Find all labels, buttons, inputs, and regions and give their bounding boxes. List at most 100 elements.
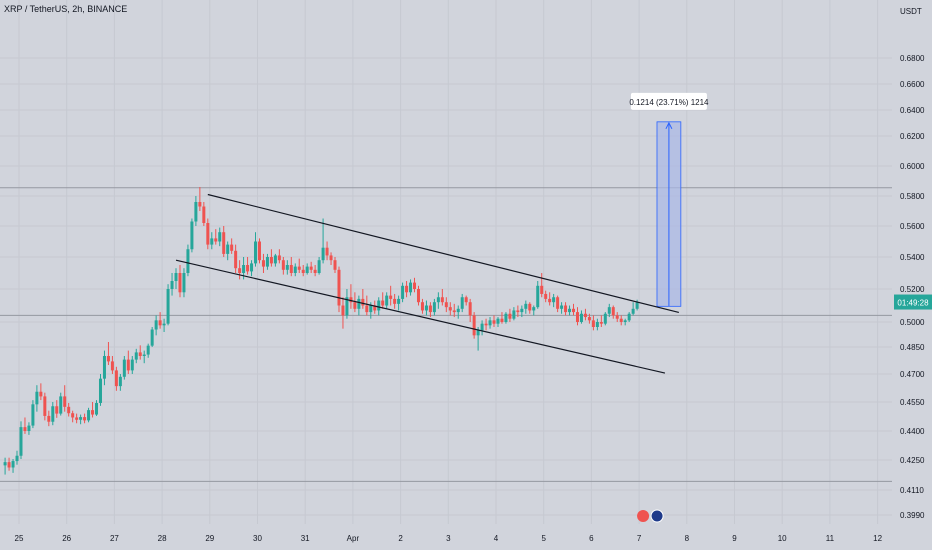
candle-body[interactable] <box>210 238 214 245</box>
candle-body[interactable] <box>496 318 500 324</box>
candle-body[interactable] <box>277 255 281 261</box>
candle-body[interactable] <box>47 415 51 422</box>
candle-body[interactable] <box>548 298 552 303</box>
candle-body[interactable] <box>611 307 615 316</box>
candle-body[interactable] <box>226 244 230 254</box>
candle-body[interactable] <box>234 250 238 269</box>
candle-body[interactable] <box>154 320 158 330</box>
candle-body[interactable] <box>19 427 23 456</box>
candle-body[interactable] <box>333 260 337 270</box>
candle-body[interactable] <box>254 241 258 264</box>
candle-body[interactable] <box>130 359 134 371</box>
event-alert-icon[interactable] <box>637 510 650 522</box>
candle-body[interactable] <box>174 273 178 281</box>
candle-body[interactable] <box>389 295 393 299</box>
candle-body[interactable] <box>67 406 71 414</box>
candle-body[interactable] <box>297 266 301 270</box>
candle-body[interactable] <box>162 323 166 326</box>
candle-body[interactable] <box>31 404 35 426</box>
candle-body[interactable] <box>126 359 130 371</box>
candle-body[interactable] <box>607 307 611 314</box>
candle-body[interactable] <box>257 241 261 261</box>
candle-body[interactable] <box>11 461 15 468</box>
candle-body[interactable] <box>206 223 210 245</box>
candle-body[interactable] <box>353 302 357 309</box>
candle-body[interactable] <box>468 302 472 316</box>
candle-body[interactable] <box>43 396 47 416</box>
candle-body[interactable] <box>158 320 162 326</box>
candle-body[interactable] <box>102 356 106 379</box>
candle-body[interactable] <box>27 425 31 431</box>
candle-body[interactable] <box>619 318 623 322</box>
candle-body[interactable] <box>178 273 182 293</box>
candle-body[interactable] <box>242 265 246 273</box>
candle-body[interactable] <box>572 308 576 313</box>
candle-body[interactable] <box>83 417 87 421</box>
us-event-flag-icon[interactable] <box>650 509 664 523</box>
candle-body[interactable] <box>222 232 226 254</box>
channel-upper-trendline[interactable] <box>207 193 679 314</box>
candle-body[interactable] <box>369 305 373 313</box>
candle-body[interactable] <box>587 317 591 321</box>
candle-body[interactable] <box>635 302 639 309</box>
candle-body[interactable] <box>520 308 524 313</box>
candle-body[interactable] <box>492 320 496 324</box>
candle-body[interactable] <box>413 282 417 289</box>
candle-body[interactable] <box>409 282 413 293</box>
candle-body[interactable] <box>118 376 122 387</box>
candle-body[interactable] <box>436 297 440 303</box>
candle-body[interactable] <box>55 406 59 414</box>
candle-body[interactable] <box>301 269 305 273</box>
candle-body[interactable] <box>524 303 528 309</box>
candle-body[interactable] <box>448 307 452 311</box>
candle-body[interactable] <box>261 260 265 267</box>
candle-body[interactable] <box>397 298 401 304</box>
candle-body[interactable] <box>194 202 198 222</box>
candle-body[interactable] <box>98 378 102 403</box>
candle-body[interactable] <box>246 265 250 272</box>
candle-body[interactable] <box>110 361 114 371</box>
candle-body[interactable] <box>214 238 218 242</box>
candle-body[interactable] <box>420 302 424 311</box>
candle-body[interactable] <box>568 308 572 313</box>
candle-body[interactable] <box>289 265 293 273</box>
candle-body[interactable] <box>452 310 456 313</box>
channel-lower-trendline[interactable] <box>175 259 666 374</box>
candle-body[interactable] <box>122 359 126 377</box>
candle-body[interactable] <box>218 232 222 242</box>
candle-body[interactable] <box>273 255 277 264</box>
candle-body[interactable] <box>357 298 361 309</box>
candle-body[interactable] <box>472 315 476 336</box>
candle-body[interactable] <box>150 329 154 346</box>
candle-body[interactable] <box>35 391 39 405</box>
candle-body[interactable] <box>281 260 285 270</box>
candle-body[interactable] <box>579 313 583 322</box>
candle-body[interactable] <box>552 297 556 303</box>
candle-body[interactable] <box>615 315 619 319</box>
candle-body[interactable] <box>313 269 317 273</box>
candle-body[interactable] <box>250 263 254 272</box>
candle-body[interactable] <box>87 410 91 421</box>
candle-body[interactable] <box>532 307 536 311</box>
candle-body[interactable] <box>51 406 55 422</box>
candle-body[interactable] <box>170 281 174 289</box>
candle-body[interactable] <box>536 285 540 308</box>
candle-body[interactable] <box>480 323 484 331</box>
candle-body[interactable] <box>75 417 79 420</box>
candle-body[interactable] <box>79 417 83 420</box>
candle-body[interactable] <box>416 289 420 303</box>
candle-body[interactable] <box>377 300 381 311</box>
candle-body[interactable] <box>146 345 150 355</box>
candle-body[interactable] <box>464 297 468 303</box>
candle-body[interactable] <box>583 313 587 318</box>
candle-body[interactable] <box>540 285 544 294</box>
candle-body[interactable] <box>365 305 369 313</box>
candle-body[interactable] <box>591 320 595 327</box>
candle-body[interactable] <box>349 297 353 303</box>
candle-body[interactable] <box>15 455 19 462</box>
candle-body[interactable] <box>341 305 345 316</box>
candle-body[interactable] <box>3 462 7 466</box>
candle-body[interactable] <box>95 402 99 415</box>
